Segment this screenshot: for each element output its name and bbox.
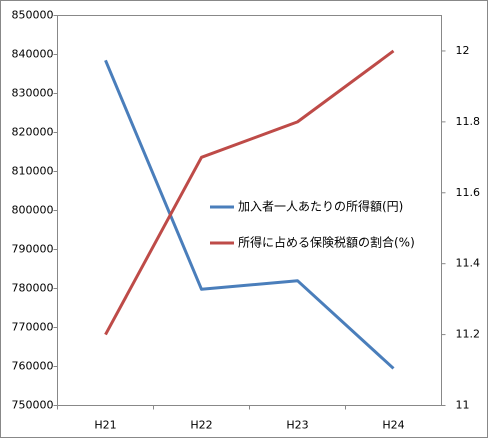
y2-tick-label: 12 bbox=[456, 44, 470, 57]
y-tick-label: 840000 bbox=[12, 48, 54, 61]
legend-label: 加入者一人あたりの所得額(円) bbox=[238, 199, 403, 214]
y2-tick-label: 11 bbox=[456, 399, 470, 412]
y-tick-label: 750000 bbox=[12, 399, 54, 412]
x-tick-label: H22 bbox=[190, 419, 212, 432]
y-tick-label: 790000 bbox=[12, 243, 54, 256]
x-tick-label: H21 bbox=[94, 419, 116, 432]
y-tick-label: 850000 bbox=[12, 9, 54, 22]
y-tick-label: 830000 bbox=[12, 87, 54, 100]
y-tick-label: 800000 bbox=[12, 204, 54, 217]
y-tick-label: 760000 bbox=[12, 360, 54, 373]
series-line bbox=[104, 49, 395, 336]
y2-tick-label: 11.4 bbox=[456, 257, 481, 270]
y2-tick-label: 11.2 bbox=[456, 328, 481, 341]
y-tick-label: 780000 bbox=[12, 282, 54, 295]
series-line bbox=[104, 59, 395, 370]
x-tick-label: H24 bbox=[382, 419, 404, 432]
y-tick-label: 820000 bbox=[12, 126, 54, 139]
legend-label: 所得に占める保険税額の割合(%) bbox=[238, 235, 415, 250]
y-tick-label: 810000 bbox=[12, 165, 54, 178]
x-tick-label: H23 bbox=[286, 419, 308, 432]
y-tick-label: 770000 bbox=[12, 321, 54, 334]
y2-tick-label: 11.6 bbox=[456, 186, 481, 199]
y2-tick-label: 11.8 bbox=[456, 115, 481, 128]
